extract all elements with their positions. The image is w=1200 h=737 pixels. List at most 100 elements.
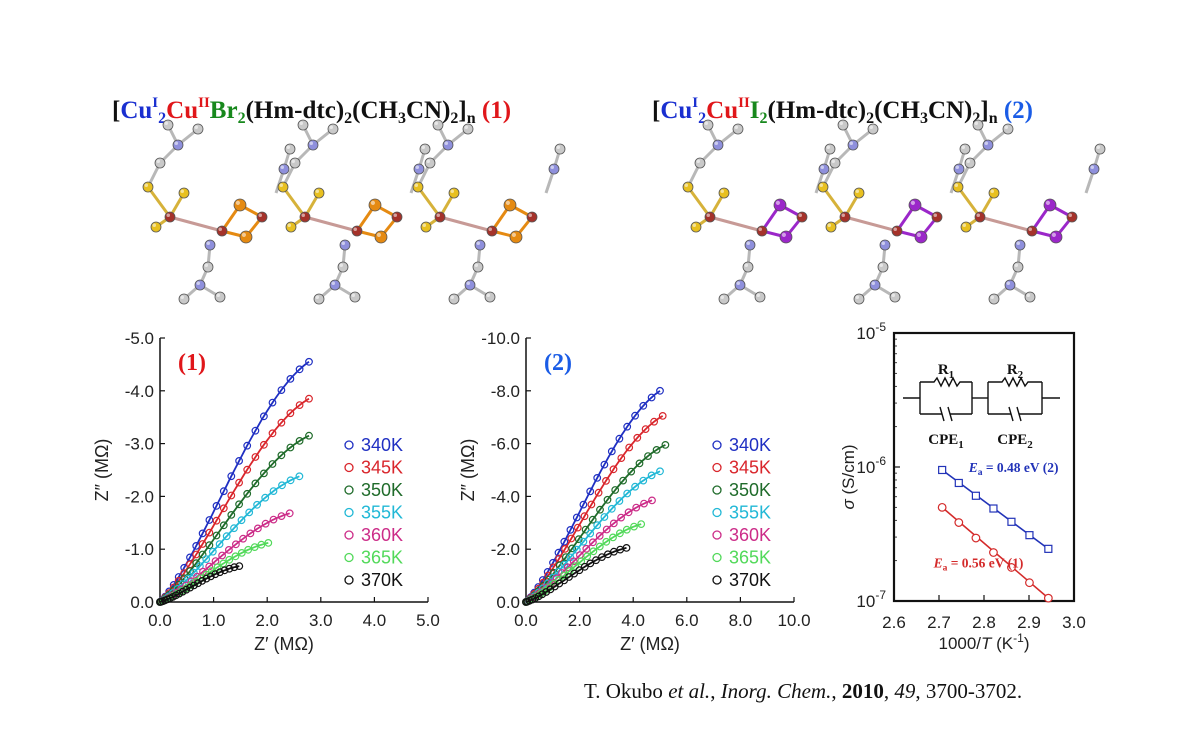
carbon-atom — [853, 293, 865, 305]
formula-cu: Cu — [660, 97, 693, 124]
atom-highlight — [1026, 293, 1030, 297]
atom-highlight — [156, 159, 160, 163]
bond — [979, 215, 1033, 233]
circuit-label-r2: R2 — [1007, 362, 1024, 381]
tick-base: 10 — [856, 592, 875, 611]
copper-atom — [891, 225, 903, 237]
data-point-355K — [631, 482, 639, 491]
data-point — [971, 533, 981, 543]
bromine-atom — [239, 230, 253, 244]
x-tick-label: 2.7 — [927, 613, 951, 632]
legend-marker — [344, 530, 354, 540]
formula-ox-ii: II — [198, 95, 210, 111]
formula-sub: 2 — [972, 110, 981, 127]
data-point-365K — [577, 557, 586, 566]
label-part: a — [943, 563, 948, 573]
data-point-340K — [607, 447, 616, 456]
compound-2-formula: [CuI2CuIII2(Hm-dtc)2(CH3CN)2]n (2) — [652, 95, 1033, 128]
data-point-340K — [579, 500, 588, 509]
data-point-355K — [607, 504, 616, 513]
label-part: = 0.48 eV (2) — [982, 460, 1058, 475]
atom-highlight — [241, 232, 246, 237]
data-point-365K — [595, 542, 604, 551]
data-point-345K — [260, 440, 268, 449]
atom-highlight — [180, 189, 184, 193]
carbon-atom — [702, 119, 714, 131]
carbon-atom — [1094, 143, 1106, 155]
copper-atom — [164, 211, 176, 223]
data-point-360K — [589, 538, 597, 547]
formula-sub: 2 — [344, 110, 353, 127]
legend-label-340K: 340K — [729, 435, 771, 455]
atom-highlight — [966, 159, 970, 163]
formula-ch3cn: CN) — [405, 97, 451, 124]
legend-marker — [712, 552, 722, 563]
iodine-chain — [682, 119, 1106, 305]
carbon-atom — [349, 291, 361, 303]
y-tick-label: -2.0 — [125, 487, 154, 506]
carbon-atom — [837, 119, 849, 131]
data-point-350K — [588, 515, 597, 524]
data-point-350K — [627, 467, 636, 476]
formula-bracket: [ — [652, 97, 661, 124]
bromine-atom — [233, 198, 247, 212]
data-point-350K — [568, 544, 577, 553]
data-point-340K — [295, 365, 304, 374]
atom-highlight — [736, 281, 740, 285]
data-point-345K — [641, 425, 650, 434]
carbon-atom — [554, 143, 566, 155]
copper-atom — [216, 225, 228, 237]
atom-highlight — [528, 213, 532, 217]
carbon-atom — [889, 291, 901, 303]
citation-journal: Inorg. Chem. — [720, 679, 832, 703]
atom-highlight — [684, 183, 688, 187]
carbon-atom — [284, 143, 296, 155]
data-point-350K — [596, 505, 604, 514]
data-point-350K — [235, 500, 244, 509]
data-point-340K — [586, 487, 595, 496]
atom-highlight — [1014, 263, 1018, 267]
y-tick-label: -2.0 — [491, 540, 520, 559]
atom-highlight — [1051, 232, 1056, 237]
data-point-350K — [619, 476, 627, 485]
data-point-370K — [206, 572, 215, 581]
atom-highlight — [706, 213, 710, 217]
iodine-atom — [908, 198, 922, 212]
carbon-atom — [192, 123, 204, 135]
data-point-340K — [623, 422, 632, 431]
atom-highlight — [393, 213, 397, 217]
carbon-atom — [154, 157, 166, 169]
atom-highlight — [422, 223, 426, 227]
data-point-350K — [305, 431, 313, 440]
carbon-atom — [988, 293, 1000, 305]
data-point-350K — [661, 441, 670, 449]
label-part: σ — [839, 499, 858, 510]
data-point-365K — [237, 549, 246, 557]
nitrogen-atom — [339, 239, 351, 251]
data-point-340K — [277, 386, 286, 395]
data-point-340K — [631, 411, 639, 420]
data-point-345K — [580, 512, 589, 521]
carbon-atom — [462, 123, 474, 135]
nitrogen-atom — [734, 279, 746, 291]
carbon-atom — [202, 261, 214, 273]
carbon-atom — [484, 291, 496, 303]
sulfur-atom — [718, 187, 730, 199]
citation-year: 2010 — [841, 679, 884, 703]
sulfur-atom — [178, 187, 190, 199]
atom-highlight — [990, 295, 994, 299]
sulfur-atom — [448, 187, 460, 199]
data-point-355K — [261, 493, 270, 502]
nitrogen-atom — [307, 139, 319, 151]
label-part: 2 — [1018, 369, 1024, 381]
data-point-365K — [616, 529, 624, 538]
carbon-atom — [718, 293, 730, 305]
data-point-365K — [602, 537, 611, 546]
atom-highlight — [174, 141, 178, 145]
legend-marker — [712, 485, 722, 495]
atom-highlight — [819, 183, 823, 187]
sulfur-atom — [420, 221, 432, 233]
data-point-350K — [227, 511, 236, 519]
sulfur-atom — [960, 221, 972, 233]
data-point-360K — [285, 509, 294, 518]
